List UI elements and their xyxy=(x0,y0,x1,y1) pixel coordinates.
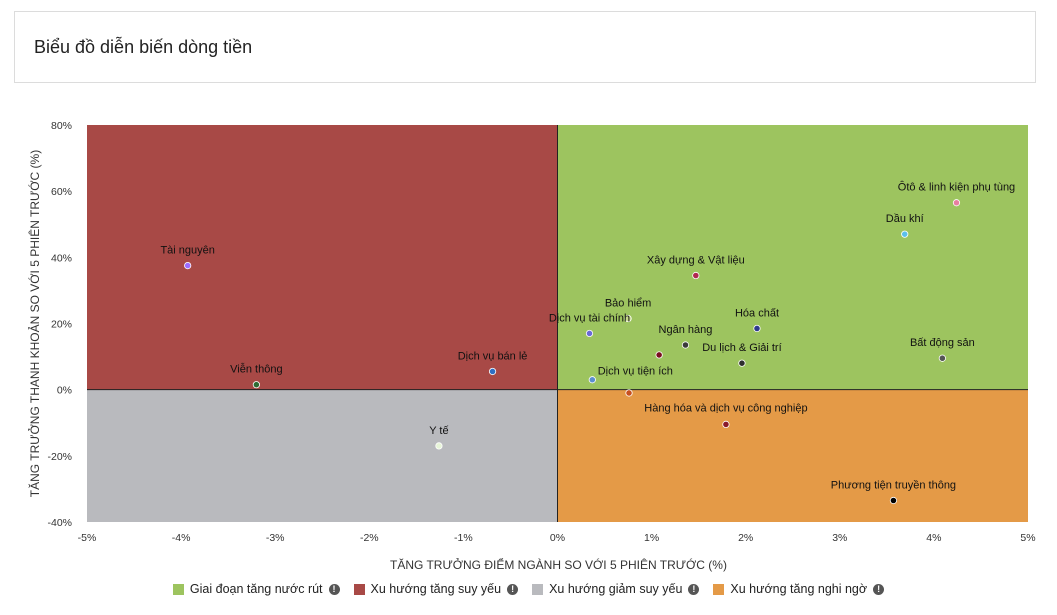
y-tick-label: 20% xyxy=(51,319,72,331)
x-tick-label: -3% xyxy=(266,532,285,544)
data-label: Ngân hàng xyxy=(659,324,713,336)
x-tick-label: 3% xyxy=(832,532,847,544)
data-point xyxy=(889,496,898,505)
data-label: Dịch vụ bán lẻ xyxy=(458,350,528,362)
data-point xyxy=(184,262,192,270)
data-point xyxy=(952,199,961,207)
legend-swatch xyxy=(172,583,184,595)
info-icon[interactable]: ! xyxy=(873,583,885,595)
info-icon[interactable]: ! xyxy=(328,583,340,595)
chart-legend: Giai đoạn tăng nước rút! Xu hướng tăng su… xyxy=(0,578,1057,600)
data-point xyxy=(738,359,746,367)
data-point xyxy=(252,381,260,389)
data-label: Xây dựng & Vật liệu xyxy=(647,255,745,267)
legend-item[interactable]: Xu hướng tăng suy yếu! xyxy=(353,582,519,596)
x-tick-label: 0% xyxy=(550,532,565,544)
x-axis-label: TĂNG TRƯỞNG ĐIỂM NGÀNH SO VỚI 5 PHIÊN TR… xyxy=(390,557,727,572)
x-tick-label: -2% xyxy=(360,532,379,544)
legend-label: Xu hướng giảm suy yếu xyxy=(549,582,683,596)
data-label: Hóa chất xyxy=(735,307,779,319)
data-label: Dịch vụ tài chính xyxy=(549,312,630,324)
title-card: Biểu đồ diễn biến dòng tiền xyxy=(14,11,1036,83)
info-icon[interactable]: ! xyxy=(507,583,519,595)
quadrant-weakening-uptrend xyxy=(87,125,558,390)
data-point xyxy=(722,420,730,429)
legend-swatch xyxy=(713,583,725,595)
data-label: Ôtô & linh kiện phụ tùng xyxy=(898,181,1015,194)
data-point xyxy=(588,376,596,384)
data-label: Dầu khí xyxy=(886,213,924,225)
x-tick-label: 2% xyxy=(738,532,753,544)
data-point xyxy=(753,324,761,333)
legend-label: Giai đoạn tăng nước rút xyxy=(189,582,323,596)
legend-item[interactable]: Xu hướng tăng nghi ngờ! xyxy=(713,582,885,596)
x-tick-label: -5% xyxy=(78,532,97,544)
page-title: Biểu đồ diễn biến dòng tiền xyxy=(34,37,253,57)
x-tick-label: -1% xyxy=(454,532,473,544)
data-label: Du lịch & Giải trí xyxy=(702,342,781,354)
legend-swatch xyxy=(353,583,365,595)
y-axis-label: TĂNG TRƯỞNG THANH KHOẢN SO VỚI 5 PHIÊN T… xyxy=(27,150,42,497)
y-tick-label: 40% xyxy=(51,252,72,264)
quadrant-accelerating xyxy=(557,125,1028,390)
data-label: Bất động sản xyxy=(910,337,975,349)
y-tick-label: -40% xyxy=(47,517,72,529)
data-point xyxy=(435,442,443,450)
y-tick-label: 60% xyxy=(51,186,72,198)
data-label: Y tế xyxy=(429,425,448,437)
data-point xyxy=(488,367,497,376)
x-tick-label: 4% xyxy=(926,532,941,544)
data-label: Dịch vụ tiện ích xyxy=(598,366,673,378)
quadrant-weakening-downtrend xyxy=(87,389,558,522)
quadrant-doubtful-uptrend xyxy=(557,389,1028,522)
data-label: Hàng hóa và dịch vụ công nghiệp xyxy=(644,402,807,414)
data-point xyxy=(655,351,663,359)
info-icon[interactable]: ! xyxy=(688,583,700,595)
y-tick-label: 80% xyxy=(51,120,72,132)
data-label: Tài nguyên xyxy=(160,245,214,257)
legend-swatch xyxy=(532,583,544,595)
data-point xyxy=(585,329,594,338)
x-tick-label: -4% xyxy=(172,532,191,544)
data-point xyxy=(624,314,632,323)
legend-label: Xu hướng tăng nghi ngờ xyxy=(730,582,868,596)
data-point xyxy=(692,271,700,280)
legend-label: Xu hướng tăng suy yếu xyxy=(370,582,502,596)
x-tick-label: 5% xyxy=(1020,532,1035,544)
data-label: Viễn thông xyxy=(230,363,282,376)
data-point xyxy=(625,389,633,397)
data-label: Bảo hiểm xyxy=(605,298,651,310)
x-tick-label: 1% xyxy=(644,532,659,544)
data-point xyxy=(681,341,690,349)
y-tick-label: 0% xyxy=(57,385,72,397)
data-point xyxy=(938,354,946,362)
legend-item[interactable]: Giai đoạn tăng nước rút! xyxy=(172,582,340,596)
y-tick-label: -20% xyxy=(47,451,72,463)
legend-item[interactable]: Xu hướng giảm suy yếu! xyxy=(532,582,700,596)
data-point xyxy=(901,230,909,238)
data-label: Phương tiện truyền thông xyxy=(831,479,956,491)
